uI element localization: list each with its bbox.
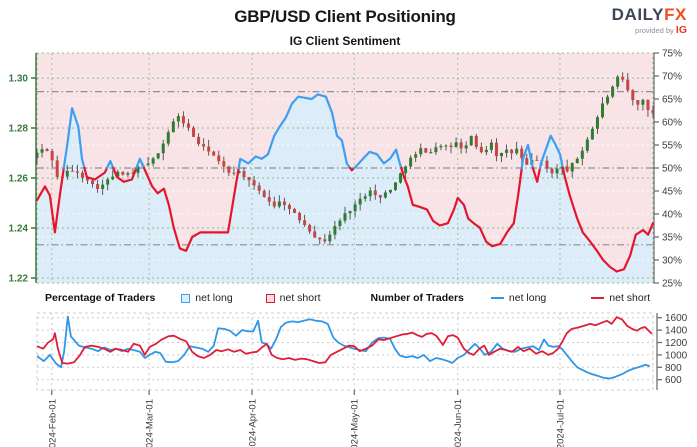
page-title: GBP/USD Client Positioning bbox=[234, 7, 456, 26]
percent-axis: 75% 70% 65% 60% 55% 50% 45% 40% 35% 30% 25% bbox=[653, 49, 682, 290]
chart-subtitle: IG Client Sentiment bbox=[289, 34, 401, 48]
svg-text:600: 600 bbox=[665, 375, 682, 386]
svg-text:1.26: 1.26 bbox=[9, 174, 29, 185]
svg-text:2024-Apr-01: 2024-Apr-01 bbox=[247, 399, 258, 447]
svg-text:65%: 65% bbox=[662, 95, 682, 106]
svg-text:50%: 50% bbox=[662, 164, 682, 175]
svg-text:30%: 30% bbox=[662, 256, 682, 267]
svg-text:2024-May-01: 2024-May-01 bbox=[350, 399, 361, 447]
traders-net-short-line bbox=[36, 316, 653, 365]
legend-number-label: Number of Traders bbox=[370, 292, 464, 304]
net-short-swatch-icon bbox=[265, 293, 275, 303]
svg-text:60%: 60% bbox=[662, 118, 682, 129]
legend-num-net-long: net long bbox=[490, 292, 546, 304]
svg-text:45%: 45% bbox=[662, 187, 682, 198]
svg-text:35%: 35% bbox=[662, 233, 682, 244]
svg-text:70%: 70% bbox=[662, 72, 682, 83]
net-long-swatch-icon bbox=[181, 293, 191, 303]
svg-text:25%: 25% bbox=[662, 279, 682, 290]
dailyfx-logo: DAILYFX provided by IG bbox=[612, 6, 687, 36]
legend-num-net-short: net short bbox=[591, 292, 650, 304]
price-axis: 1.30 1.28 1.26 1.24 1.22 bbox=[9, 53, 37, 285]
svg-text:2024-Mar-01: 2024-Mar-01 bbox=[145, 399, 156, 447]
fill-below-sentiment bbox=[37, 94, 653, 284]
svg-text:40%: 40% bbox=[662, 210, 682, 221]
net-short-dash-icon bbox=[591, 296, 605, 300]
legend-percentage-label: Percentage of Traders bbox=[45, 292, 156, 304]
chart-legend: Percentage of Traders net long net short… bbox=[45, 292, 650, 304]
svg-text:55%: 55% bbox=[662, 141, 682, 152]
svg-text:1.24: 1.24 bbox=[9, 224, 29, 235]
svg-text:75%: 75% bbox=[662, 49, 682, 60]
svg-text:800: 800 bbox=[665, 363, 682, 374]
svg-text:1.30: 1.30 bbox=[9, 74, 29, 85]
logo-daily-text: DAILY bbox=[611, 5, 665, 24]
svg-text:1400: 1400 bbox=[665, 326, 688, 337]
fill-above-sentiment bbox=[37, 53, 653, 272]
legend-pct-net-long: net long bbox=[181, 292, 233, 304]
legend-pct-net-short: net short bbox=[265, 292, 321, 304]
date-axis: 2024-Feb-01 2024-Mar-01 2024-Apr-01 2024-Ma… bbox=[47, 390, 566, 447]
logo-provided-by: provided by IG bbox=[635, 24, 687, 36]
traders-chart-area bbox=[36, 312, 654, 391]
svg-text:1000: 1000 bbox=[665, 350, 688, 361]
threshold-lines bbox=[37, 91, 653, 246]
svg-text:1200: 1200 bbox=[665, 338, 688, 349]
sentiment-line bbox=[35, 93, 655, 273]
traders-net-long-line bbox=[36, 315, 651, 380]
svg-text:2024-Feb-01: 2024-Feb-01 bbox=[47, 399, 58, 447]
main-chart-area bbox=[35, 52, 655, 284]
logo-ig-text: IG bbox=[675, 24, 687, 36]
logo-fx-text: FX bbox=[664, 5, 687, 24]
svg-text:1600: 1600 bbox=[665, 313, 688, 324]
svg-text:2024-Jun-01: 2024-Jun-01 bbox=[453, 399, 464, 447]
svg-text:2024-Jul-01: 2024-Jul-01 bbox=[555, 399, 566, 447]
net-long-dash-icon bbox=[490, 296, 504, 300]
dailyfx-wordmark: DAILYFX bbox=[612, 6, 687, 23]
svg-text:1.22: 1.22 bbox=[9, 274, 29, 285]
svg-text:1.28: 1.28 bbox=[9, 124, 29, 135]
